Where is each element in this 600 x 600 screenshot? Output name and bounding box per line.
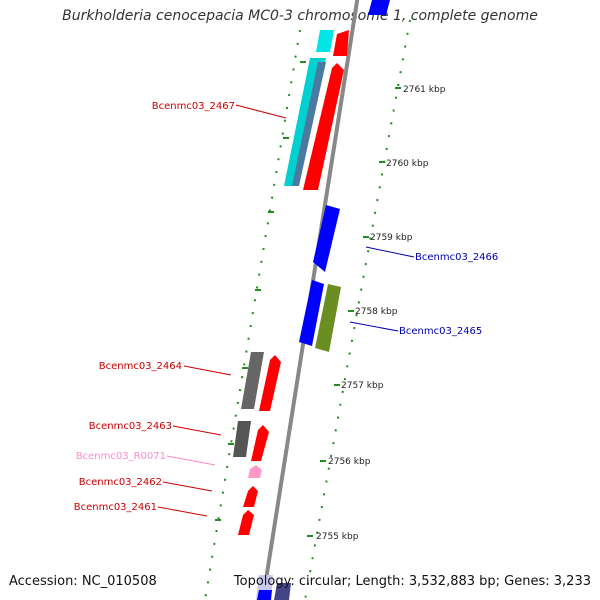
gene-label-2462[interactable]: Bcenmc03_2462 [79,477,162,488]
leader-line-2463 [172,425,222,436]
gene-arrow-red-top[interactable] [333,30,349,56]
gene-block-navy-bottom[interactable] [274,583,291,600]
leader-line-2466 [365,246,415,258]
outer-dotted-ring [204,29,301,600]
leader-line-2464 [183,365,232,376]
gene-arrow-red-2462[interactable] [243,486,258,507]
gene-block-olive-2465[interactable] [315,284,341,352]
gene-label-2467[interactable]: Bcenmc03_2467 [152,101,235,112]
gene-arrow-pink-R0071[interactable] [248,465,262,478]
tick-label-2761: 2761 kbp [403,85,446,95]
leader-line-2465 [349,321,399,332]
leader-line-2462 [162,481,213,492]
genome-summary-label: Topology: circular; Length: 3,532,883 bp… [233,574,591,589]
gene-block-gray-2463[interactable] [233,421,251,457]
gene-label-2464[interactable]: Bcenmc03_2464 [99,361,182,372]
tick-label-2755: 2755 kbp [316,532,359,542]
tick-label-2757: 2757 kbp [341,381,384,391]
map-title: Burkholderia cenocepacia MC0-3 chromosom… [62,8,538,24]
inner-major-ticks [307,87,401,537]
leader-line-2461 [157,506,208,517]
tick-label-2758: 2758 kbp [355,307,398,317]
gene-label-R0071[interactable]: Bcenmc03_R0071 [76,451,166,462]
gene-block-blue-top[interactable] [368,0,390,15]
gene-arrow-red-2463[interactable] [251,425,269,461]
gene-block-steel-2467[interactable] [292,62,326,186]
accession-label: Accession: NC_010508 [9,574,157,589]
outer-major-ticks [215,61,306,521]
leader-line-2467 [235,104,287,119]
gene-label-2466[interactable]: Bcenmc03_2466 [415,252,498,263]
gene-block-blue-bottom[interactable] [257,590,272,600]
gene-arrow-blue-2465a[interactable] [299,280,324,346]
gene-arrow-blue-2466[interactable] [313,205,340,272]
tick-label-2756: 2756 kbp [328,457,371,467]
gene-label-2465[interactable]: Bcenmc03_2465 [399,326,482,337]
gene-label-2461[interactable]: Bcenmc03_2461 [74,502,157,513]
gene-block-cyan-top[interactable] [316,30,334,52]
gene-arrow-red-2467[interactable] [303,63,344,190]
tick-label-2759: 2759 kbp [370,233,413,243]
leader-line-R0071 [166,455,216,466]
gene-block-gray-2464[interactable] [241,352,264,409]
gene-label-2463[interactable]: Bcenmc03_2463 [89,421,172,432]
gene-arrow-red-2464[interactable] [259,355,281,411]
gene-arrow-red-2461[interactable] [238,510,254,535]
tick-label-2760: 2760 kbp [386,159,429,169]
